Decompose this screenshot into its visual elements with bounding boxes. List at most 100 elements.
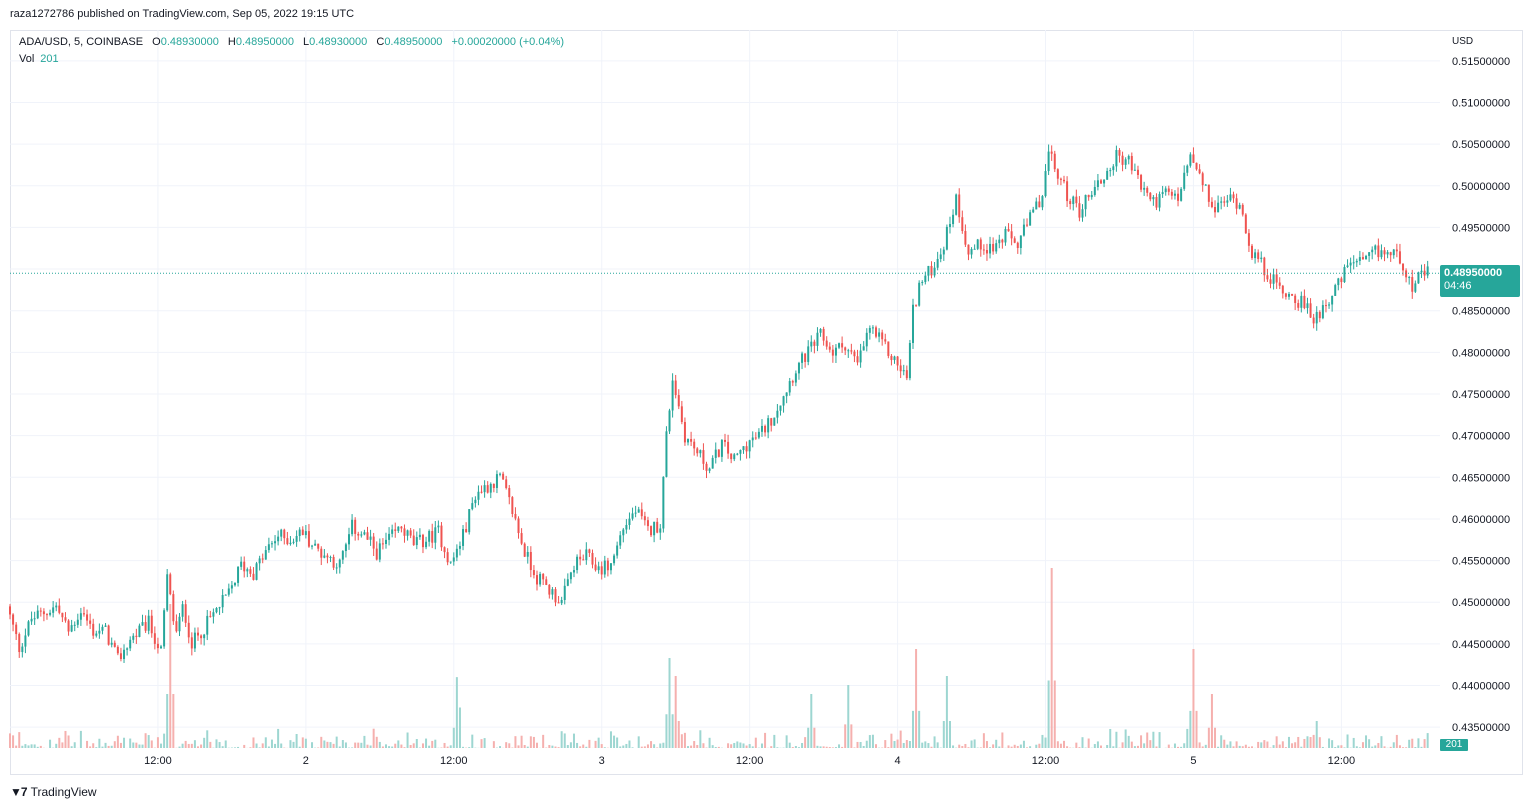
- candle-body: [1118, 150, 1121, 156]
- candle-body: [1053, 153, 1056, 170]
- volume-bar: [1343, 747, 1346, 748]
- candle-body: [1352, 262, 1355, 264]
- candle-body: [307, 531, 310, 547]
- candle-body: [449, 561, 452, 563]
- volume-bar: [825, 746, 828, 748]
- candle-body: [224, 594, 227, 596]
- candlestick-chart[interactable]: USD 0.51500000 0.51000000 0.50500000 0.50000…: [0, 0, 1533, 780]
- volume-bar: [295, 734, 298, 748]
- footer-brand[interactable]: ▼7 TradingView: [10, 785, 97, 799]
- volume-bar: [659, 743, 662, 748]
- volume-bar: [298, 746, 301, 748]
- volume-bar: [683, 732, 686, 748]
- candle-body: [21, 646, 24, 653]
- candle-body: [360, 534, 363, 536]
- candle-body: [304, 531, 307, 536]
- candle-body: [1186, 165, 1189, 173]
- candle-body: [727, 441, 730, 454]
- candle-body: [452, 557, 455, 562]
- volume-bar: [341, 740, 344, 748]
- volume-bar: [397, 740, 400, 748]
- candle-body: [486, 485, 489, 493]
- candle-body: [1038, 201, 1041, 208]
- volume-bar: [270, 739, 273, 748]
- candle-body: [252, 573, 255, 580]
- candle-body: [542, 573, 545, 580]
- symbol-label[interactable]: ADA/USD, 5, COINBASE: [19, 36, 144, 48]
- candle-body: [751, 437, 754, 441]
- axis-currency-label: USD: [1452, 36, 1473, 47]
- candle-body: [1260, 257, 1263, 259]
- volume-bar: [332, 743, 335, 748]
- candle-body: [49, 612, 52, 615]
- volume-bar: [542, 734, 545, 748]
- volume-bar: [1124, 729, 1127, 748]
- candle-body: [526, 551, 529, 557]
- candle-body: [683, 422, 686, 443]
- volume-bar: [55, 743, 58, 748]
- candle-body: [200, 635, 203, 639]
- volume-bar: [1155, 746, 1158, 748]
- candle-body: [1004, 228, 1007, 243]
- volume-bar: [699, 730, 702, 748]
- volume-bar: [218, 742, 221, 748]
- volume-bar: [964, 743, 967, 748]
- volume-bar: [1352, 737, 1355, 748]
- candle-body: [797, 362, 800, 374]
- volume-bar: [86, 740, 89, 748]
- volume-bar: [1377, 742, 1380, 748]
- candle-body: [431, 531, 434, 543]
- volume-bar: [961, 746, 964, 748]
- candle-body: [730, 453, 733, 460]
- volume-bar: [1257, 741, 1260, 748]
- candle-body: [674, 380, 677, 396]
- volume-bar: [847, 685, 850, 748]
- volume-bar: [107, 745, 110, 748]
- volume-bar: [196, 746, 199, 748]
- volume-value: 201: [40, 53, 59, 65]
- volume-bar: [267, 746, 270, 748]
- volume-bar: [15, 745, 18, 748]
- volume-bar: [369, 745, 372, 748]
- candle-body: [233, 582, 236, 586]
- candle-body: [169, 574, 172, 595]
- volume-bar: [1408, 739, 1411, 748]
- candle-body: [403, 528, 406, 536]
- volume-bar: [36, 746, 39, 748]
- volume-bar: [1063, 740, 1066, 748]
- candle-body: [61, 612, 64, 618]
- volume-bar: [921, 742, 924, 748]
- candle-body: [982, 249, 985, 251]
- candle-body: [770, 418, 773, 426]
- candle-body: [1192, 154, 1195, 163]
- volume-bar: [936, 742, 939, 748]
- candle-body: [397, 526, 400, 531]
- volume-bar: [449, 745, 452, 748]
- candle-body: [18, 634, 21, 653]
- candle-body: [659, 528, 662, 533]
- volume-bar: [1291, 743, 1294, 748]
- candle-body: [724, 439, 726, 442]
- volume-bar: [39, 745, 42, 748]
- candle-body: [915, 304, 918, 306]
- candle-body: [804, 353, 807, 362]
- volume-bar: [1180, 746, 1183, 748]
- volume-bar: [643, 746, 646, 748]
- candle-body: [406, 530, 409, 536]
- volume-bar: [1241, 746, 1244, 748]
- volume-bar: [335, 736, 338, 748]
- volume-bar: [400, 744, 403, 748]
- candle-body: [286, 538, 289, 545]
- candle-body: [807, 346, 810, 362]
- volume-bar: [1066, 746, 1069, 748]
- candle-body: [277, 536, 280, 542]
- candle-body: [388, 533, 391, 540]
- volume-bar: [492, 741, 495, 748]
- volume-bar: [915, 649, 918, 748]
- volume-bar: [887, 747, 890, 748]
- volume-bar: [237, 746, 240, 748]
- volume-bar: [119, 742, 122, 748]
- candle-body: [597, 566, 600, 571]
- candle-body: [502, 473, 505, 480]
- volume-bar: [443, 742, 446, 748]
